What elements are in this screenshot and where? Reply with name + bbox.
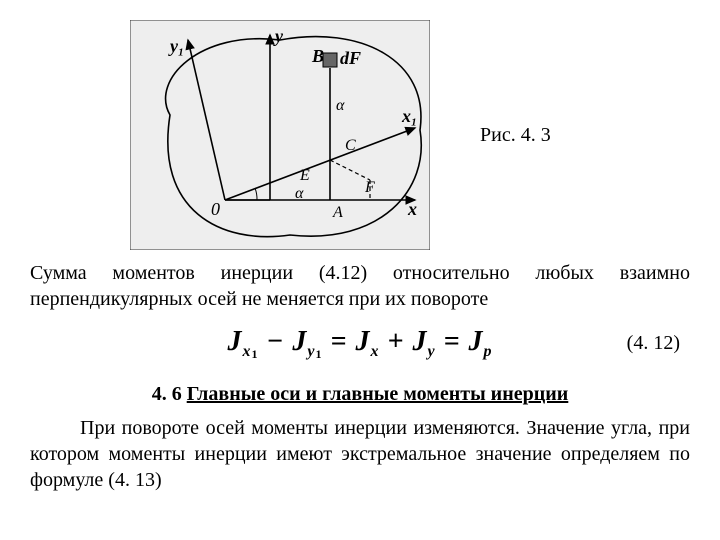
figure-caption: Рис. 4. 3 [480,122,551,148]
figure-diagram: x y x₁ y₁ 0 BdF A C E Fα α [130,20,430,250]
svg-text:0: 0 [211,199,220,219]
svg-text:x: x [407,199,417,219]
equation-4-12: Jx1 − Jy1 = Jx + Jy = Jp [227,324,492,363]
svg-text:dF: dF [340,48,361,68]
paragraph-2: При повороте осей моменты инерции изменя… [30,415,690,493]
svg-text:F: F [364,179,375,196]
svg-text:C: C [345,137,356,154]
svg-text:α: α [295,185,304,202]
equation-number: (4. 12) [627,330,680,356]
svg-text:E: E [299,167,310,184]
paragraph-1: Сумма моментов инерции (4.12) относитель… [30,260,690,312]
svg-text:A: A [332,204,343,221]
svg-text:x₁: x₁ [401,106,417,126]
svg-text:α: α [336,97,345,114]
svg-text:y: y [273,26,284,46]
svg-text:y₁: y₁ [168,36,184,56]
section-heading: 4. 6 Главные оси и главные моменты инерц… [30,381,690,407]
svg-text:B: B [311,46,324,66]
